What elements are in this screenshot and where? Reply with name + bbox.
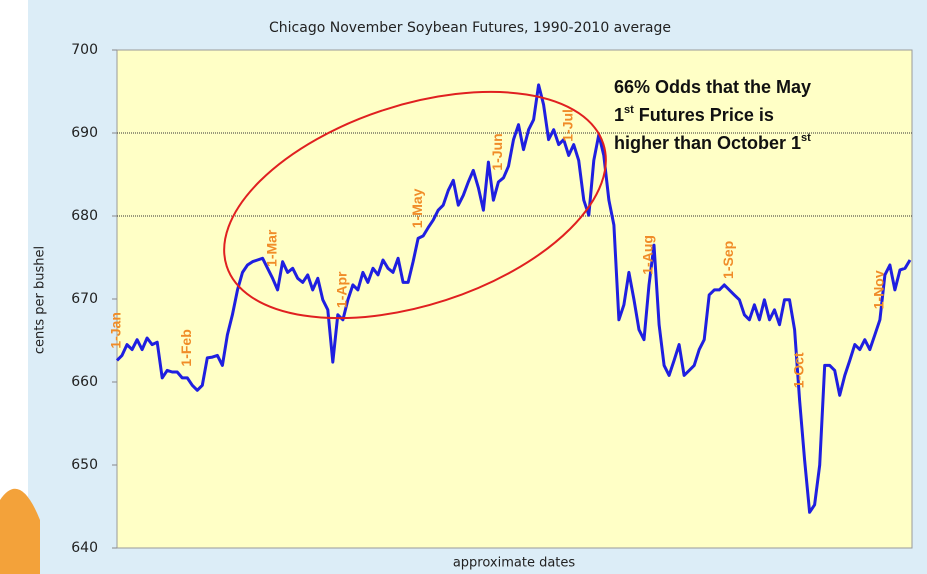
date-label: 1-Jan bbox=[108, 312, 124, 349]
y-axis-label: cents per bushel bbox=[33, 246, 48, 354]
annotation-line: higher than October 1 bbox=[614, 133, 801, 153]
y-tick-label: 640 bbox=[71, 540, 98, 556]
x-axis-label: approximate dates bbox=[453, 556, 576, 571]
date-label: 1-May bbox=[409, 188, 425, 228]
y-tick-label: 680 bbox=[71, 208, 98, 224]
y-tick-label: 660 bbox=[71, 374, 98, 390]
date-label: 1-Apr bbox=[334, 271, 350, 308]
date-label: 1-Jun bbox=[489, 133, 505, 170]
date-label: 1-Mar bbox=[263, 229, 279, 267]
date-label: 1-Sep bbox=[720, 241, 736, 279]
date-label: 1-Feb bbox=[178, 329, 194, 366]
chart-title: Chicago November Soybean Futures, 1990-2… bbox=[269, 20, 671, 36]
data-line bbox=[115, 83, 912, 514]
date-label: 1-Nov bbox=[871, 270, 887, 309]
grid: 640 650 660 670 680 690 700 bbox=[71, 42, 912, 556]
date-label: 1-Oct bbox=[790, 352, 806, 388]
date-label: 1-Aug bbox=[640, 235, 656, 275]
annotation-line: Futures Price is bbox=[634, 105, 774, 125]
annotation-superscript: st bbox=[624, 104, 634, 116]
decoration bbox=[0, 488, 40, 574]
annotation: 66% Odds that the May 1st Futures Price i… bbox=[614, 77, 811, 153]
y-tick-label: 650 bbox=[71, 457, 98, 473]
y-tick-label: 670 bbox=[71, 291, 98, 307]
y-tick-label: 690 bbox=[71, 125, 98, 141]
annotation-superscript: st bbox=[801, 132, 811, 144]
highlight-ellipse bbox=[223, 90, 607, 320]
date-label: 1-Jul bbox=[559, 109, 575, 142]
marks: 1-Jan 1-Feb 1-Mar 1-Apr 1-May 1-Jun 1-Jul 1-Aug… bbox=[108, 83, 912, 514]
y-tick-label: 700 bbox=[71, 42, 98, 58]
annotation-line: 66% Odds that the May bbox=[614, 77, 811, 97]
annotation-line: 1 bbox=[614, 105, 624, 125]
